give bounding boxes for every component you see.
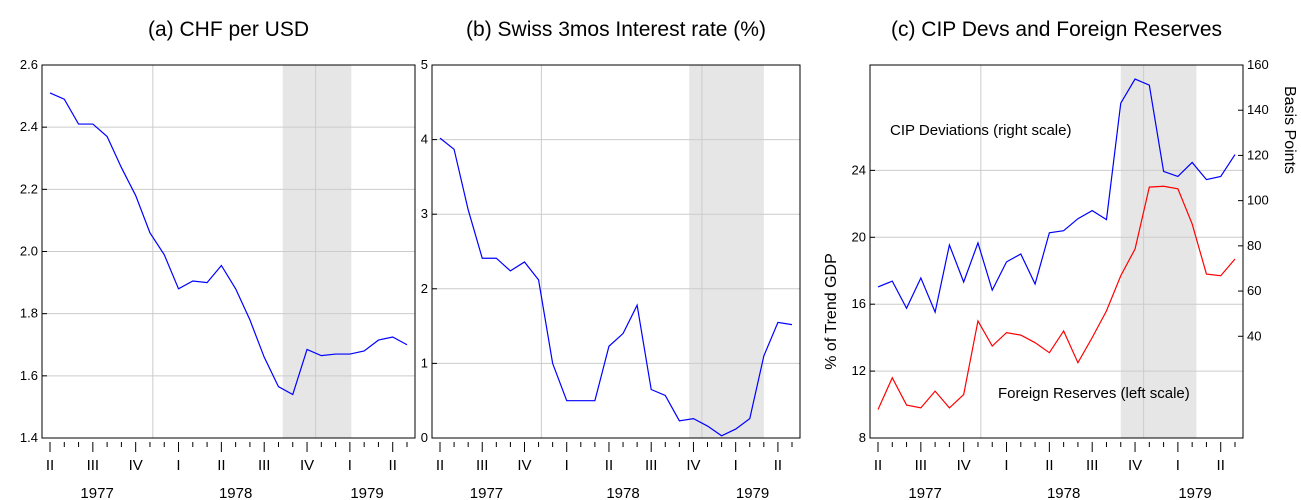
x-group-label: 1978 xyxy=(606,485,639,500)
shaded-period xyxy=(1120,65,1197,438)
x-tick-label: II xyxy=(605,457,613,474)
x-tick-label: I xyxy=(734,457,738,474)
y2-tick-label: 100 xyxy=(1247,193,1269,208)
x-tick-label: IV xyxy=(957,457,971,474)
x-tick-label: IV xyxy=(517,457,531,474)
y-tick-label: 1 xyxy=(421,355,428,370)
y-tick-label: 2.4 xyxy=(20,119,38,134)
x-group-label: 1979 xyxy=(736,485,769,500)
y-tick-label: 1.4 xyxy=(20,430,38,445)
x-tick-label: III xyxy=(1086,457,1099,474)
x-tick-label: II xyxy=(1217,457,1225,474)
data-line xyxy=(439,137,793,437)
y-tick-label: 2.0 xyxy=(20,244,38,259)
y-tick-label: 0 xyxy=(421,430,428,445)
y-tick-label: 20 xyxy=(852,229,866,244)
x-group-label: 1978 xyxy=(219,485,252,500)
y-tick-label: 1.8 xyxy=(20,306,38,321)
data-line xyxy=(877,185,1236,410)
x-tick-label: II xyxy=(874,457,882,474)
y-tick-label: 8 xyxy=(859,430,866,445)
x-group-label: 1977 xyxy=(908,485,941,500)
x-tick-label: I xyxy=(176,457,180,474)
x-tick-label: I xyxy=(1004,457,1008,474)
y-tick-label: 3 xyxy=(421,206,428,221)
x-tick-label: I xyxy=(565,457,569,474)
y-tick-label: 1.6 xyxy=(20,368,38,383)
x-tick-label: II xyxy=(217,457,225,474)
annotation: Foreign Reserves (left scale) xyxy=(998,385,1190,402)
y-tick-label: 2.2 xyxy=(20,181,38,196)
x-tick-label: III xyxy=(645,457,658,474)
data-line xyxy=(877,78,1236,315)
x-tick-label: II xyxy=(1045,457,1053,474)
chart-title: (c) CIP Devs and Foreign Reserves xyxy=(891,18,1222,41)
x-group-label: 1979 xyxy=(350,485,383,500)
x-tick-label: II xyxy=(774,457,782,474)
x-tick-label: II xyxy=(436,457,444,474)
y2-tick-label: 80 xyxy=(1247,238,1261,253)
x-tick-label: IV xyxy=(129,457,143,474)
y-tick-label: 4 xyxy=(421,132,428,147)
y2-tick-label: 60 xyxy=(1247,283,1261,298)
x-tick-label: II xyxy=(46,457,54,474)
x-tick-label: IV xyxy=(300,457,314,474)
y2-tick-label: 40 xyxy=(1247,328,1261,343)
plot-frame xyxy=(869,64,1244,439)
x-tick-label: I xyxy=(348,457,352,474)
y2-tick-label: 140 xyxy=(1247,102,1269,117)
y2-tick-label: 160 xyxy=(1247,57,1269,72)
x-tick-label: II xyxy=(389,457,397,474)
y-axis-label: % of Trend GDP xyxy=(823,253,840,370)
y-tick-label: 12 xyxy=(852,363,866,378)
x-group-label: 1977 xyxy=(80,485,113,500)
x-group-label: 1979 xyxy=(1178,485,1211,500)
y-tick-label: 2.6 xyxy=(20,57,38,72)
plot-frame xyxy=(431,64,801,439)
x-group-label: 1978 xyxy=(1047,485,1080,500)
y2-axis-label: Basis Points xyxy=(1281,86,1298,174)
y-tick-label: 5 xyxy=(421,57,428,72)
x-group-label: 1977 xyxy=(470,485,503,500)
x-tick-label: III xyxy=(476,457,489,474)
y2-tick-label: 120 xyxy=(1247,147,1269,162)
x-tick-label: III xyxy=(915,457,928,474)
y-tick-label: 16 xyxy=(852,296,866,311)
y-tick-label: 2 xyxy=(421,281,428,296)
chart-title: (b) Swiss 3mos Interest rate (%) xyxy=(466,18,766,41)
x-tick-label: IV xyxy=(686,457,700,474)
annotation: CIP Deviations (right scale) xyxy=(890,122,1071,139)
x-tick-label: I xyxy=(1176,457,1180,474)
x-tick-label: IV xyxy=(1128,457,1142,474)
chart-title: (a) CHF per USD xyxy=(148,18,309,41)
x-tick-label: III xyxy=(87,457,100,474)
y-tick-label: 24 xyxy=(852,162,866,177)
shaded-period xyxy=(689,65,764,438)
data-line xyxy=(49,92,408,396)
x-tick-label: III xyxy=(258,457,271,474)
